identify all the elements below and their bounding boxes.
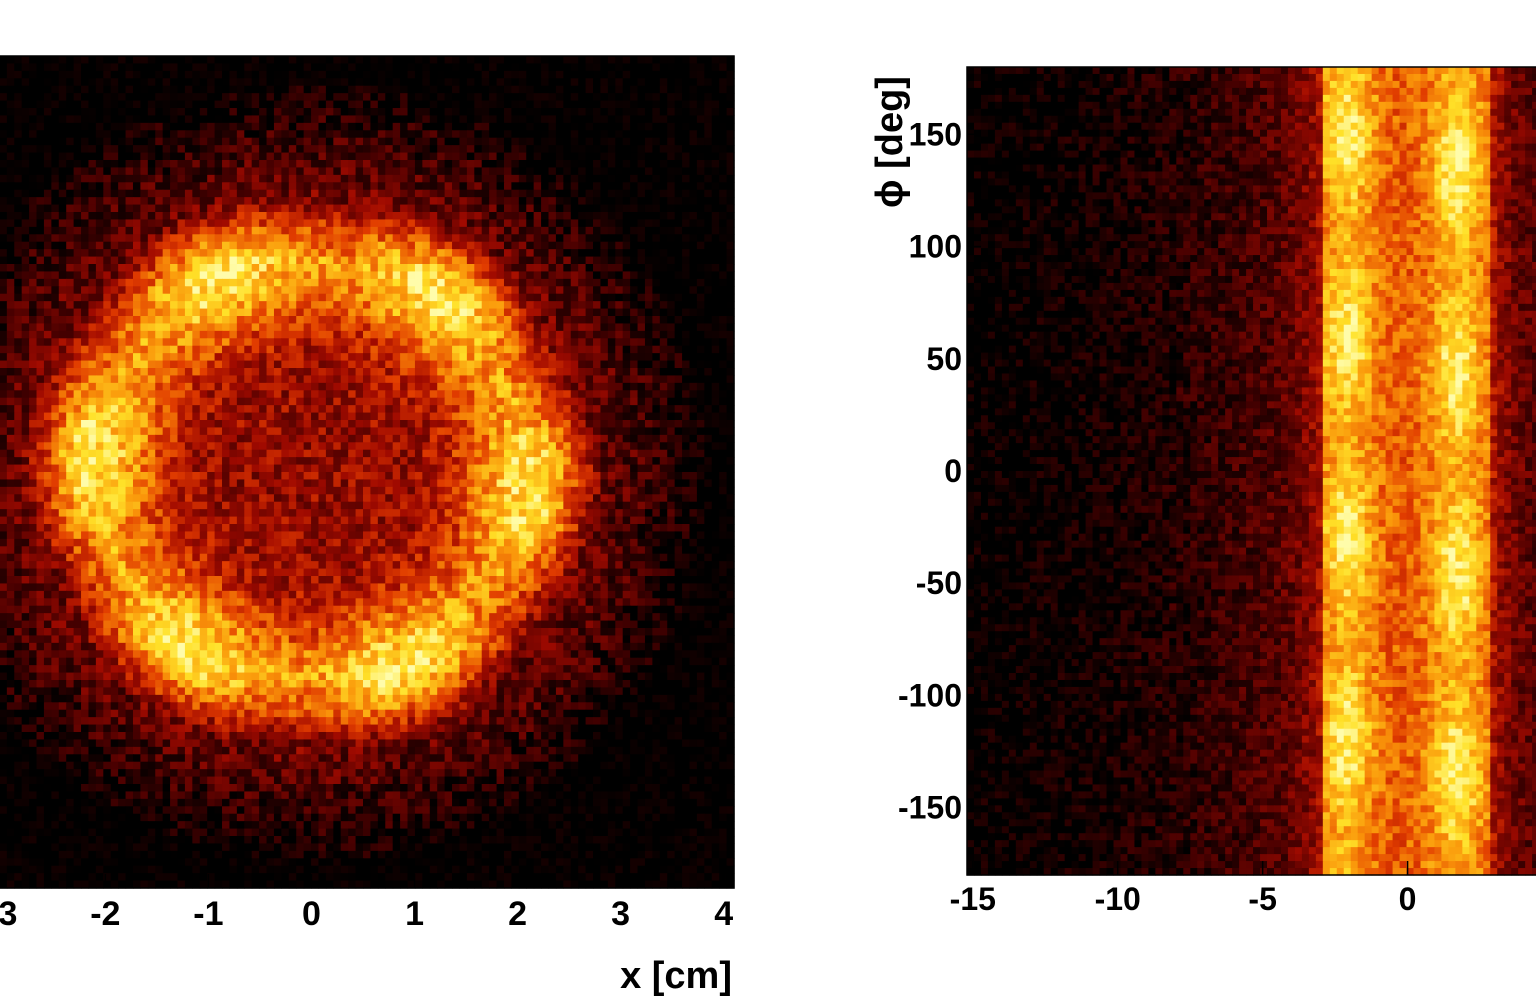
y-tick-label: 150 xyxy=(909,116,962,152)
y-tick-label: -50 xyxy=(916,565,962,601)
x-tick-label: 2 xyxy=(508,895,527,933)
x-tick-label: -2 xyxy=(90,895,120,933)
y-tick-label: 50 xyxy=(926,341,962,377)
ring-heatmap-cells xyxy=(0,56,735,889)
x-tick-label: -5 xyxy=(1248,881,1276,917)
x-tick-label: 1 xyxy=(405,895,424,933)
y-tick-label: -100 xyxy=(898,677,962,713)
x-tick-label: 0 xyxy=(1399,881,1417,917)
y-tick-label: -150 xyxy=(898,790,962,826)
y-axis-label: ϕ [deg] xyxy=(869,76,911,208)
x-tick-label: -15 xyxy=(950,881,996,917)
ring-heatmap-panel: -3 -2 -1 0 1 2 3 4 x [cm] xyxy=(0,55,735,997)
plot-frame xyxy=(0,55,735,889)
x-tick-label: 0 xyxy=(302,895,321,933)
x-tick-label: -3 xyxy=(0,895,17,933)
x-axis-label: x [cm] xyxy=(620,955,732,997)
x-tick-label: -10 xyxy=(1095,881,1141,917)
x-tick-label: -1 xyxy=(193,895,223,933)
y-tick-label: 100 xyxy=(909,229,962,265)
x-tick-label: 3 xyxy=(611,895,630,933)
y-tick-label: 0 xyxy=(944,453,962,489)
x-tick-label: 4 xyxy=(714,895,733,933)
phi-band-heatmap-cells xyxy=(967,67,1536,876)
